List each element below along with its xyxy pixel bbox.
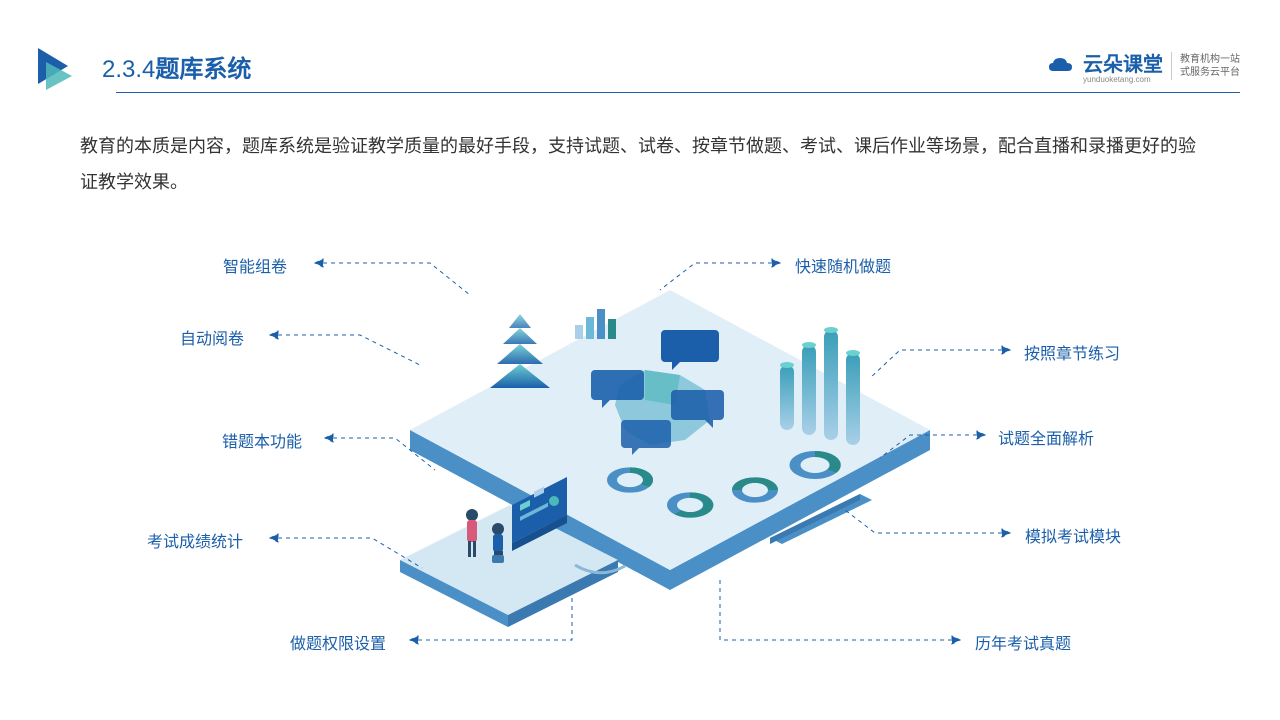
label-chapter-practice: 按照章节练习: [1024, 340, 1120, 364]
label-perm-settings: 做题权限设置: [290, 630, 386, 654]
logo-tagline: 教育机构一站式服务云平台: [1180, 53, 1240, 79]
infographic-diagram: 智能组卷 自动阅卷 错题本功能 考试成绩统计 做题权限设置 快速随机做题 按照章…: [0, 210, 1280, 690]
label-smart-compose: 智能组卷: [223, 253, 287, 277]
description-text: 教育的本质是内容，题库系统是验证教学质量的最好手段，支持试题、试卷、按章节做题、…: [80, 128, 1200, 200]
label-auto-grade: 自动阅卷: [180, 325, 244, 349]
label-past-exams: 历年考试真题: [975, 630, 1071, 654]
cloud-icon: [1045, 53, 1075, 79]
label-wrong-book: 错题本功能: [222, 428, 302, 452]
title-underline: [116, 92, 1240, 93]
label-mock-exam: 模拟考试模块: [1025, 523, 1121, 547]
section-arrow-icon: [30, 40, 82, 92]
label-full-analysis: 试题全面解析: [998, 425, 1094, 449]
logo-divider: [1171, 52, 1172, 80]
isometric-platform-icon: [370, 250, 940, 630]
label-quick-random: 快速随机做题: [795, 253, 891, 277]
logo-name: 云朵课堂: [1083, 48, 1163, 77]
label-exam-stats: 考试成绩统计: [147, 528, 243, 552]
brand-logo: 云朵课堂 yunduoketang.com 教育机构一站式服务云平台: [1045, 48, 1240, 84]
section-title: 2.3.4题库系统: [102, 49, 251, 84]
